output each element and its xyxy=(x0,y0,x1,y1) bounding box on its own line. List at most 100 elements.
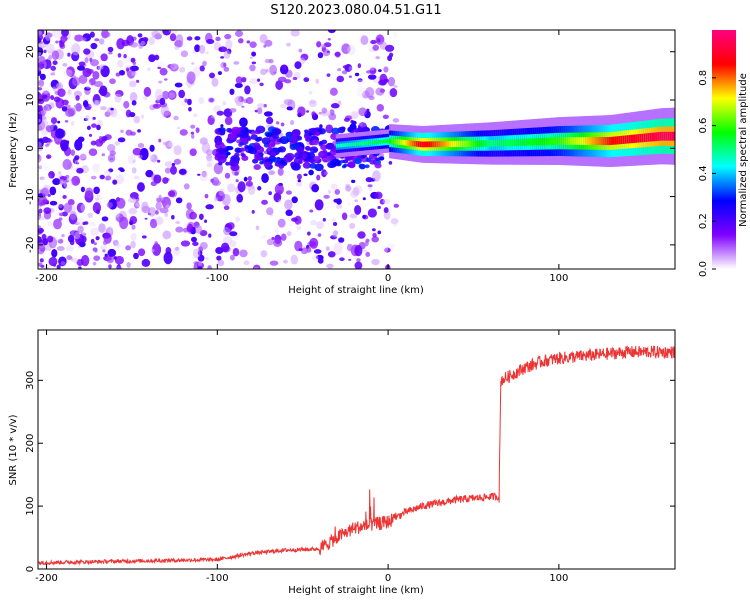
noise-mark xyxy=(57,120,61,124)
noise-mark xyxy=(216,255,222,261)
ridge-mark xyxy=(382,139,386,144)
x-tick-label: -200 xyxy=(35,273,58,284)
noise-mark xyxy=(164,78,168,81)
noise-mark xyxy=(205,39,215,45)
ridge-mark xyxy=(553,137,557,145)
ridge-mark xyxy=(430,141,434,148)
noise-mark xyxy=(90,227,100,236)
noise-mark xyxy=(96,194,104,200)
noise-mark xyxy=(197,250,203,256)
ridge-mark xyxy=(661,131,665,141)
noise-mark xyxy=(135,202,142,207)
noise-mark xyxy=(317,206,322,210)
noise-mark xyxy=(134,175,140,180)
noise-mark xyxy=(80,37,87,42)
noise-mark xyxy=(39,176,45,181)
noise-mark xyxy=(52,86,57,92)
noise-mark xyxy=(107,46,114,53)
noise-mark xyxy=(47,221,52,227)
transition-mark xyxy=(342,159,349,164)
noise-mark xyxy=(131,71,138,76)
noise-mark xyxy=(266,207,274,216)
ridge-mark xyxy=(428,141,432,148)
noise-mark xyxy=(88,133,93,137)
transition-mark xyxy=(279,136,290,145)
y-tick-label: 0 xyxy=(25,566,36,572)
ridge-mark xyxy=(475,140,479,147)
noise-mark xyxy=(77,136,85,143)
noise-mark xyxy=(277,167,284,176)
transition-mark xyxy=(308,132,313,136)
noise-mark xyxy=(205,51,209,54)
noise-mark xyxy=(120,129,124,134)
ridge-mark xyxy=(350,142,354,147)
noise-mark xyxy=(169,33,177,42)
noise-mark xyxy=(158,138,162,143)
noise-mark xyxy=(136,182,145,192)
ridge-mark xyxy=(374,140,378,145)
noise-mark xyxy=(126,262,131,268)
ridge-mark xyxy=(505,139,509,147)
noise-mark xyxy=(277,199,283,204)
noise-mark xyxy=(234,96,242,104)
noise-mark xyxy=(357,63,362,69)
noise-mark xyxy=(222,193,231,206)
noise-mark xyxy=(164,167,171,174)
ridge-mark xyxy=(614,136,618,145)
noise-mark xyxy=(98,88,106,95)
noise-mark xyxy=(310,219,318,226)
noise-mark xyxy=(43,207,52,214)
ridge-mark xyxy=(440,141,444,148)
ridge-mark xyxy=(348,142,352,147)
noise-mark xyxy=(296,173,302,180)
transition-mark xyxy=(278,146,287,153)
noise-mark xyxy=(71,76,81,87)
noise-mark xyxy=(352,187,360,196)
noise-mark xyxy=(249,78,258,85)
noise-mark xyxy=(311,111,316,117)
noise-mark xyxy=(115,89,124,97)
noise-mark xyxy=(291,196,298,204)
noise-mark xyxy=(346,243,353,252)
noise-mark xyxy=(275,80,284,90)
x-tick-label: 100 xyxy=(549,273,568,284)
noise-mark xyxy=(50,117,58,125)
noise-mark xyxy=(141,201,149,212)
noise-mark xyxy=(189,148,197,157)
y-tick-label: 100 xyxy=(25,497,36,516)
transition-mark xyxy=(304,129,309,133)
noise-mark xyxy=(303,77,310,83)
noise-mark xyxy=(130,240,136,249)
noise-mark xyxy=(187,98,192,106)
noise-mark xyxy=(94,99,101,107)
x-tick-label: -200 xyxy=(35,573,58,584)
noise-mark xyxy=(106,202,113,209)
noise-mark xyxy=(133,252,139,260)
noise-mark xyxy=(64,120,69,123)
noise-mark xyxy=(78,241,86,248)
noise-mark xyxy=(230,254,235,261)
noise-mark xyxy=(393,85,398,88)
noise-mark xyxy=(68,42,73,49)
noise-mark xyxy=(237,181,246,193)
noise-mark xyxy=(382,114,389,119)
noise-mark xyxy=(292,76,298,81)
noise-mark xyxy=(286,42,291,47)
ridge-mark xyxy=(413,140,417,147)
ridge-mark xyxy=(456,140,460,148)
noise-mark xyxy=(109,150,116,156)
noise-mark xyxy=(92,202,102,214)
transition-mark xyxy=(272,128,281,136)
ridge-mark xyxy=(469,140,473,147)
ridge-mark xyxy=(397,139,401,145)
noise-mark xyxy=(229,107,237,113)
transition-mark xyxy=(353,157,362,165)
noise-mark xyxy=(150,154,158,163)
noise-mark xyxy=(73,230,80,238)
noise-mark xyxy=(71,43,81,56)
noise-mark xyxy=(165,262,171,269)
noise-mark xyxy=(379,198,386,205)
noise-mark xyxy=(117,53,122,58)
noise-mark xyxy=(58,212,64,217)
noise-mark xyxy=(55,40,59,44)
